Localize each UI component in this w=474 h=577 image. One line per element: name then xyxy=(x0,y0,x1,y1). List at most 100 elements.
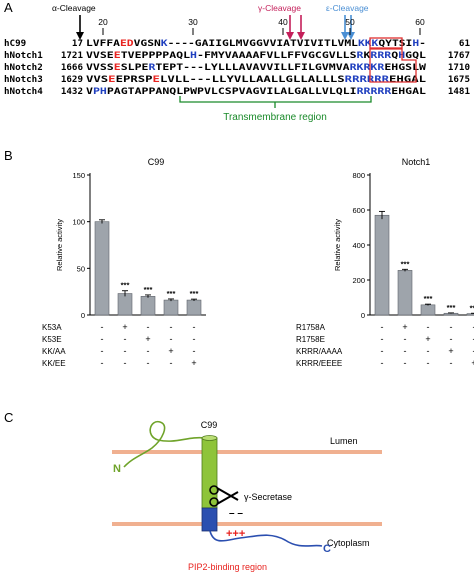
basic-residue-box xyxy=(369,48,417,83)
row-end: 1710 xyxy=(448,62,470,73)
c-terminal-tail xyxy=(209,530,323,547)
mutation-mark: - xyxy=(450,322,453,332)
mutation-mark: - xyxy=(101,334,104,344)
mutation-mark: - xyxy=(170,358,173,368)
mutation-mark: - xyxy=(473,334,474,344)
notch1-activity-chart: Notch1 0 200 400 600 800 Relative activity *** *… xyxy=(296,157,474,368)
significance-mark: *** xyxy=(447,303,456,312)
residue-run: ED xyxy=(120,38,134,49)
mutation-mark: - xyxy=(450,334,453,344)
significance-mark: *** xyxy=(424,294,433,303)
residue-run: - xyxy=(419,38,426,49)
residue-run: R xyxy=(357,50,365,61)
mutation-mark: + xyxy=(425,334,430,344)
y-tick-label: 50 xyxy=(77,264,85,273)
position-50: 50 xyxy=(345,17,355,27)
position-ruler: 20 30 40 50 60 xyxy=(98,17,425,35)
bar xyxy=(117,293,133,316)
residue-run: V xyxy=(86,86,94,97)
residue-run: VVS xyxy=(86,74,108,85)
significance-mark: *** xyxy=(121,281,130,290)
mutation-mark: + xyxy=(471,358,474,368)
residue-run: KKK xyxy=(358,38,379,49)
row-start: 1629 xyxy=(61,74,83,85)
gamma-cleavage-label: γ-Cleavage xyxy=(258,3,301,13)
y-tick-label: 200 xyxy=(352,276,365,285)
residue-run: -FMYVAAAAFVLLFFVGCGVLLS xyxy=(197,50,357,61)
row-sequence: VVS E EPRSP E LVLL---LLYVLLAALLGLLALLLS RRRRR… xyxy=(86,74,427,85)
significance-mark: *** xyxy=(190,289,199,298)
alignment: hC99 17 LVFFA ED VGSN K----GAIIGLMVGGVVIATVIV… xyxy=(4,38,470,97)
mutation-mark: - xyxy=(101,346,104,356)
residue-run: E xyxy=(114,50,121,61)
gamma-arrow-head-1 xyxy=(286,32,294,40)
cleavage-arrows: α-Cleavage γ-Cleavage ε-Cleavage xyxy=(52,3,369,40)
mutation-label: KK/AA xyxy=(42,347,66,356)
mutation-label: R1758E xyxy=(296,335,325,344)
mutation-label: KRRR/EEEE xyxy=(296,359,342,368)
pip2-region-label: PIP2-binding region xyxy=(188,562,267,572)
residue-run: PAGTAPPANQLPWPVLCSPVAGVILALGALLVLQLI xyxy=(107,86,357,97)
mutation-mark: - xyxy=(147,322,150,332)
residue-run: RKRKR xyxy=(350,62,385,73)
position-60: 60 xyxy=(415,17,425,27)
y-axis-label: Relative activity xyxy=(333,219,342,271)
panel-a-label: A xyxy=(4,0,13,15)
residue-run: VVSS xyxy=(86,62,114,73)
positive-charges: +++ xyxy=(226,528,245,540)
mutation-mark: + xyxy=(402,322,407,332)
row-end: 61 xyxy=(459,38,471,49)
bar xyxy=(186,299,202,316)
membrane-diagram: Lumen Cytoplasm N C99 C γ-Secretase – – … xyxy=(112,420,382,572)
mutation-mark: - xyxy=(450,358,453,368)
mutation-mark: - xyxy=(124,346,127,356)
residue-run: EH xyxy=(384,62,398,73)
y-tick-label: 100 xyxy=(72,218,85,227)
residue-run: Q xyxy=(391,50,399,61)
row-end: 1675 xyxy=(448,74,470,85)
residue-run: ----GAIIGLMVGGVVIATVIVITLVML xyxy=(168,38,359,49)
residue-run: EHGAL xyxy=(389,74,427,85)
kkk-box xyxy=(369,37,403,49)
residue-run: VGSN xyxy=(134,38,161,49)
residue-run: R xyxy=(148,62,156,73)
residue-run: EPRSP xyxy=(116,74,154,85)
bar xyxy=(163,299,179,316)
mutation-label: K53E xyxy=(42,335,62,344)
row-start: 1432 xyxy=(61,86,83,97)
mutation-mark: + xyxy=(448,346,453,356)
row-sequence: LVFFA ED VGSN K----GAIIGLMVGGVVIATVIVITLVML… xyxy=(86,38,426,49)
mutation-mark: - xyxy=(193,322,196,332)
row-start: 1666 xyxy=(61,62,84,73)
panel-b-label: B xyxy=(4,148,13,163)
residue-run: RRR xyxy=(370,50,391,61)
row-name: hNotch3 xyxy=(4,74,43,85)
row-name: hNotch2 xyxy=(4,62,43,73)
mutation-mark: - xyxy=(170,322,173,332)
row-name: hC99 xyxy=(4,38,26,49)
mutation-mark: - xyxy=(381,322,384,332)
bar xyxy=(140,296,156,316)
bar xyxy=(466,313,474,316)
row-sequence: VVSE ETVEPPPPAQL H-FMYVAAAAFVLLFFVGCGVLLS R… xyxy=(86,50,427,61)
residue-run: EHGAL xyxy=(391,86,426,97)
y-tick-label: 150 xyxy=(72,171,85,180)
y-tick-label: 0 xyxy=(361,311,365,320)
mutation-mark: - xyxy=(124,358,127,368)
row-sequence: VPH PAGTAPPANQLPWPVLCSPVAGVILALGALLVLQLI R… xyxy=(86,86,427,97)
residue-run: SLPE xyxy=(121,62,149,73)
mutation-label: K53A xyxy=(42,323,62,332)
residue-run: VVSE xyxy=(86,50,114,61)
residue-run: E xyxy=(153,74,160,85)
residue-run: PH xyxy=(93,86,107,97)
lumen-label: Lumen xyxy=(330,436,358,446)
position-40: 40 xyxy=(278,17,288,27)
panel-c-label: C xyxy=(4,410,13,425)
scissors-icon xyxy=(209,485,239,507)
mutation-mark: + xyxy=(191,358,196,368)
mutation-mark: - xyxy=(170,334,173,344)
tm-region-label: Transmembrane region xyxy=(223,112,327,123)
row-start: 17 xyxy=(72,38,83,49)
mutation-mark: - xyxy=(101,322,104,332)
